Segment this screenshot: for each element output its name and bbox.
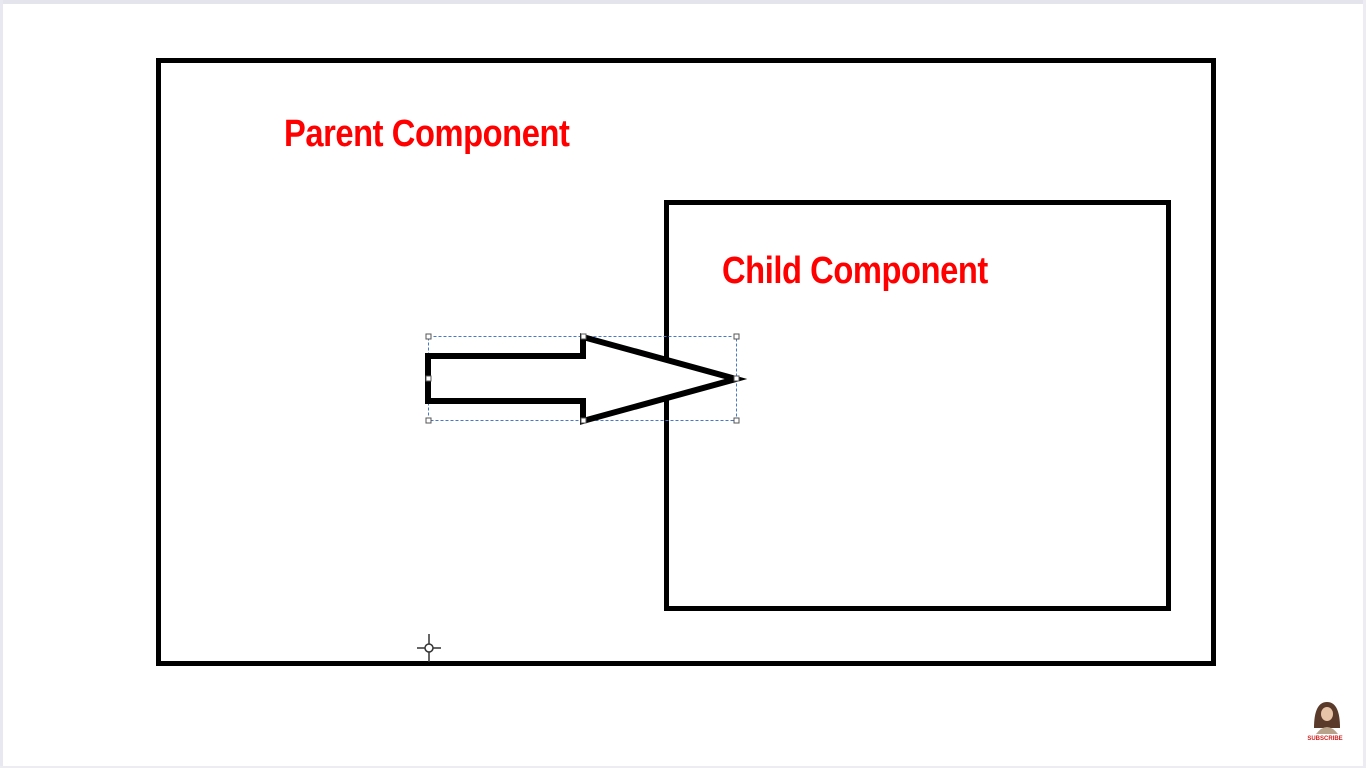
window-right-border [1363,0,1366,768]
handle-top-right[interactable] [733,333,740,340]
handle-top-middle[interactable] [580,333,587,340]
avatar-icon [1314,702,1340,734]
subscribe-label: SUBSCRIBE [1307,736,1343,742]
handle-middle-left[interactable] [425,375,432,382]
handle-bottom-middle[interactable] [580,417,587,424]
child-component-box[interactable] [664,200,1171,611]
parent-component-box[interactable] [156,58,1216,666]
handle-bottom-left[interactable] [425,417,432,424]
parent-component-label: Parent Component [284,113,570,155]
crosshair-cursor-icon [417,634,441,662]
window-bottom-border [0,766,1366,768]
child-component-label: Child Component [722,250,988,292]
handle-bottom-right[interactable] [733,417,740,424]
right-arrow-icon[interactable] [425,333,748,425]
window-top-border [0,0,1366,4]
handle-middle-right[interactable] [733,375,740,382]
window-left-border [0,0,3,768]
selection-handles[interactable] [425,333,740,424]
handle-top-left[interactable] [425,333,432,340]
subscribe-badge[interactable]: SUBSCRIBE [1300,698,1350,742]
